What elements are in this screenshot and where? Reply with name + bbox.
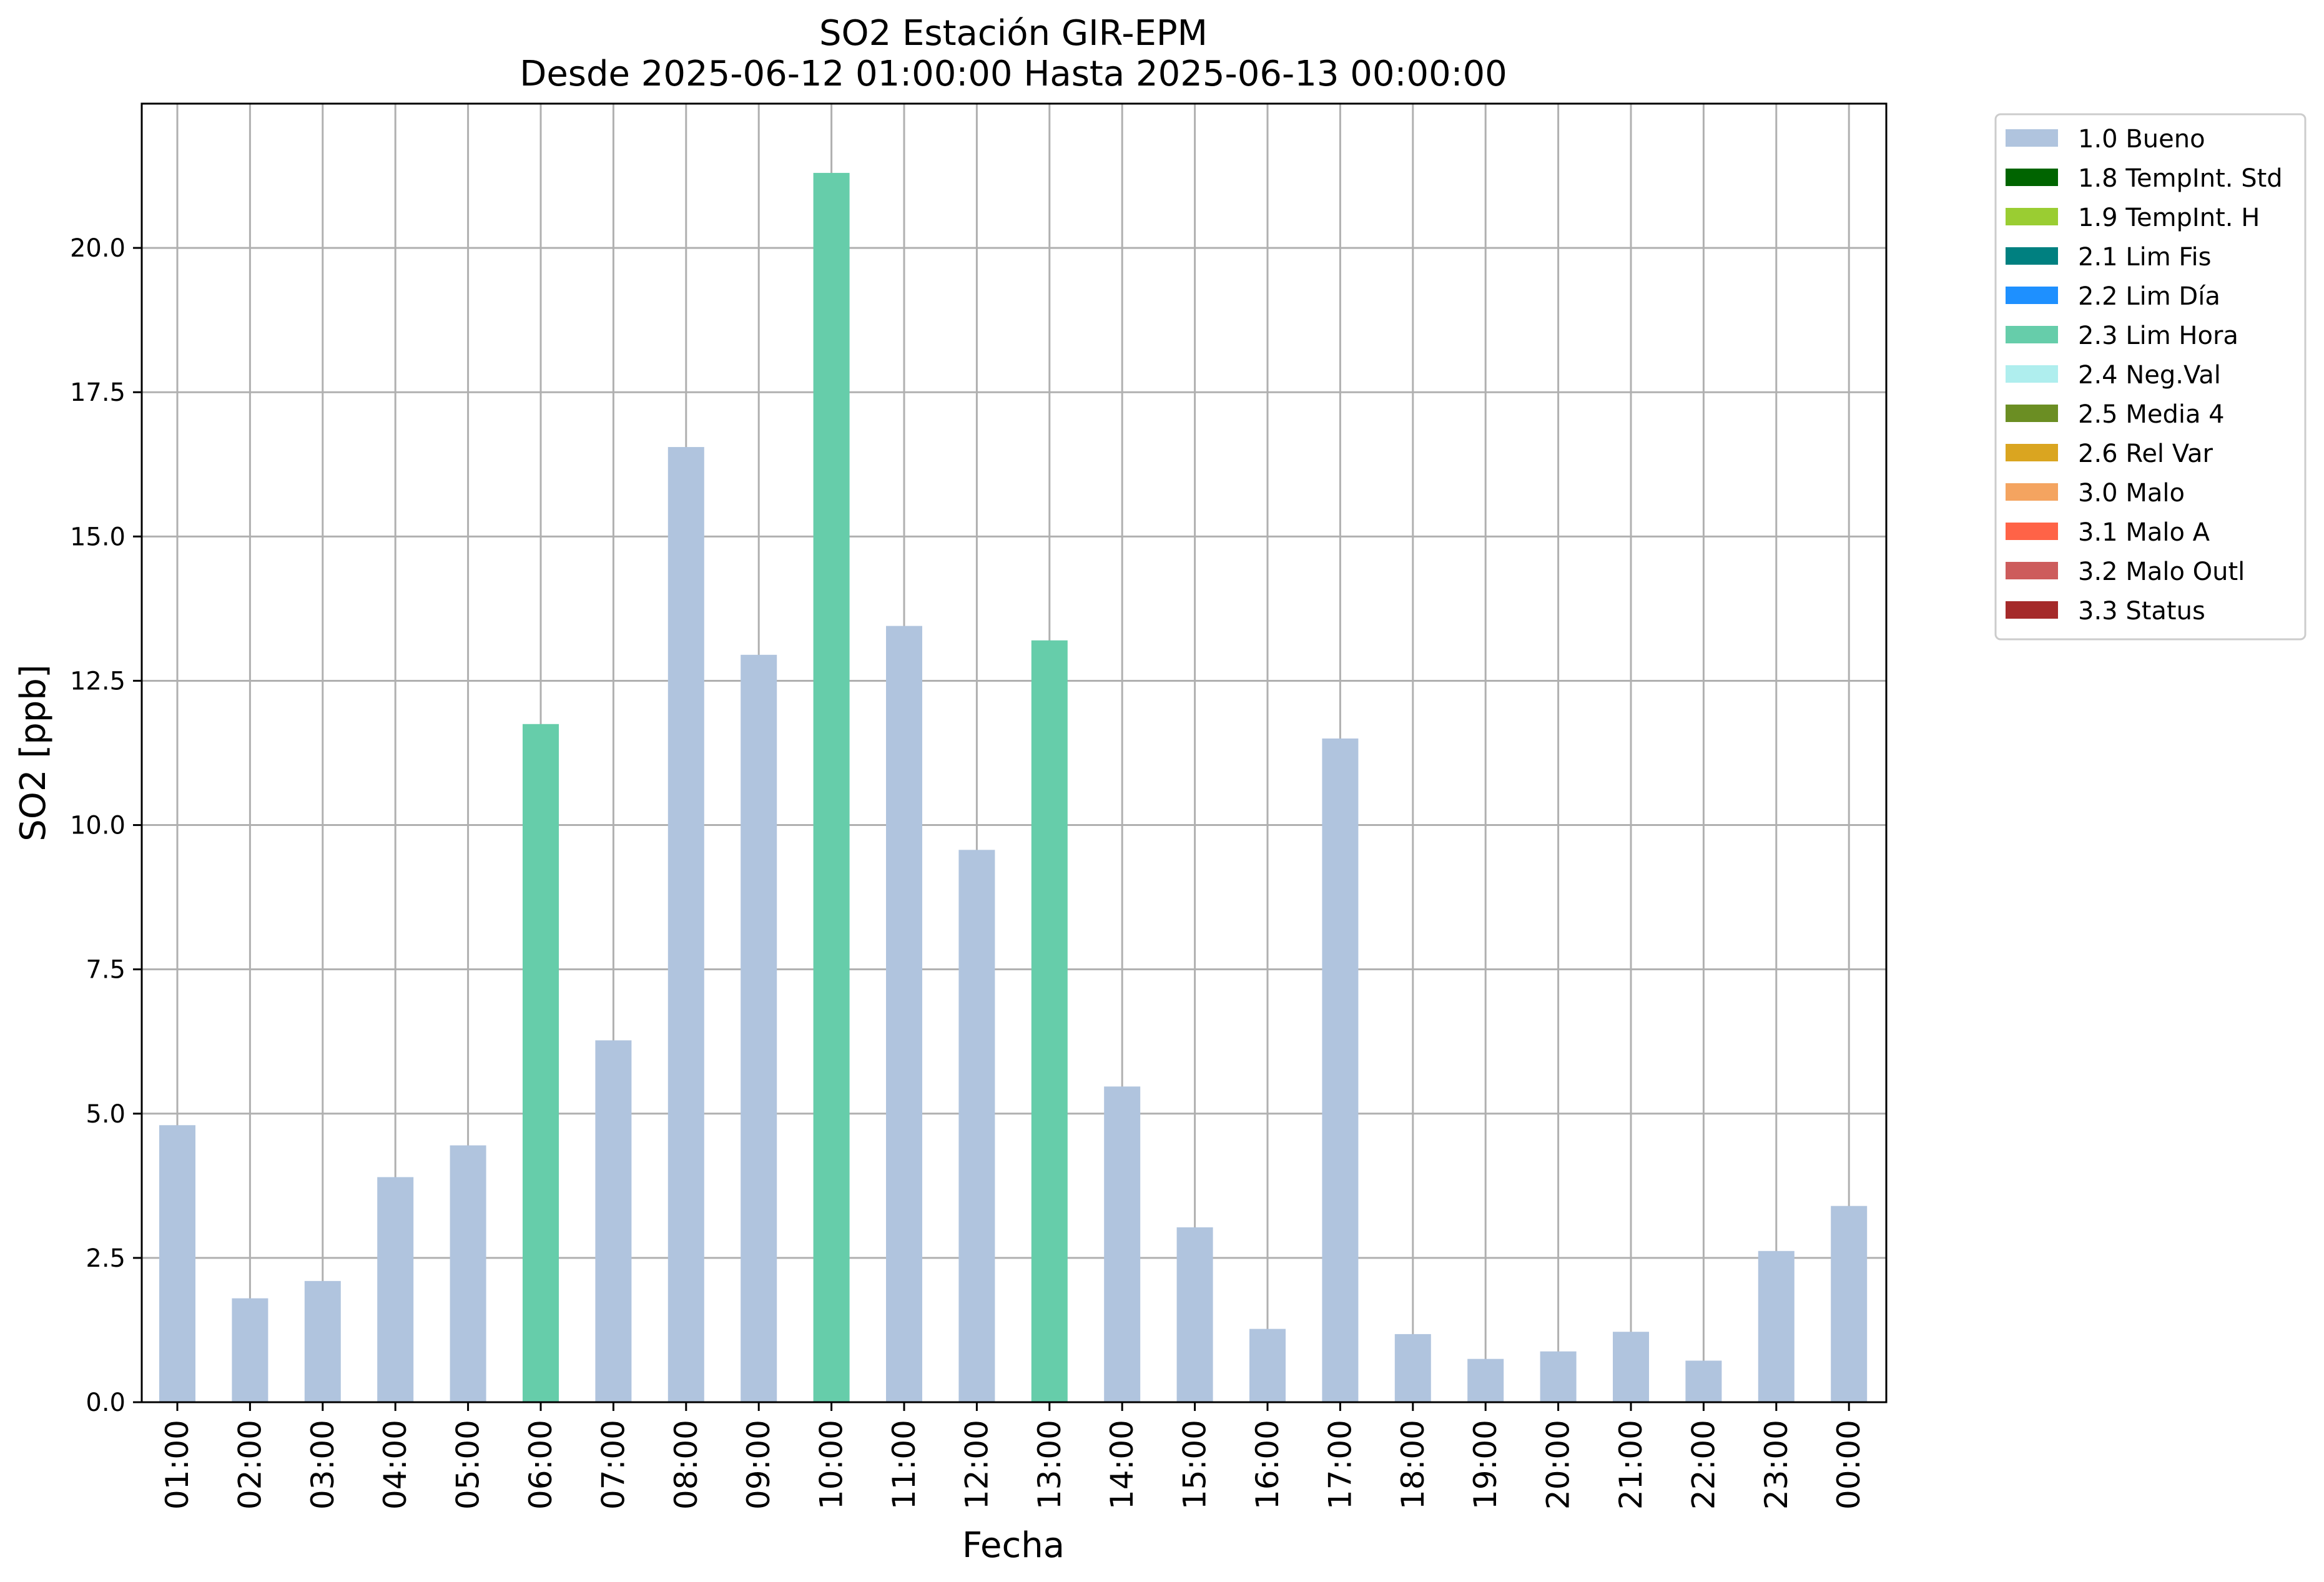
bar — [450, 1145, 486, 1402]
x-tick-label: 11:00 — [886, 1420, 922, 1510]
legend-label: 3.1 Malo A — [2078, 518, 2210, 547]
x-axis-label: Fecha — [962, 1525, 1065, 1566]
legend-label: 2.2 Lim Día — [2078, 282, 2220, 311]
bar — [1249, 1329, 1286, 1402]
bar — [1322, 738, 1359, 1402]
y-axis-label: SO2 [ppb] — [13, 664, 54, 841]
x-tick-label: 16:00 — [1249, 1420, 1286, 1510]
x-tick-label: 09:00 — [741, 1420, 777, 1510]
legend-swatch — [2006, 326, 2058, 343]
y-tick-label: 0.0 — [86, 1388, 126, 1417]
legend-swatch — [2006, 129, 2058, 147]
bar — [304, 1280, 341, 1402]
legend-swatch — [2006, 169, 2058, 186]
legend-label: 2.5 Media 4 — [2078, 400, 2225, 429]
bar — [1394, 1334, 1431, 1402]
y-tick-label: 5.0 — [86, 1100, 126, 1129]
chart-subtitle: Desde 2025-06-12 01:00:00 Hasta 2025-06-… — [519, 54, 1507, 94]
legend-label: 1.8 TempInt. Std — [2078, 164, 2283, 193]
legend-label: 1.9 TempInt. H — [2078, 204, 2260, 232]
x-tick-label: 07:00 — [595, 1420, 631, 1510]
y-tick-label: 12.5 — [70, 667, 126, 695]
x-tick-label: 18:00 — [1395, 1420, 1431, 1510]
x-tick-label: 14:00 — [1104, 1420, 1140, 1510]
x-tick-label: 10:00 — [814, 1420, 850, 1510]
x-tick-label: 21:00 — [1613, 1420, 1649, 1510]
bar — [1540, 1351, 1577, 1402]
x-tick-label: 22:00 — [1685, 1420, 1721, 1510]
legend-label: 2.6 Rel Var — [2078, 440, 2213, 468]
x-tick-label: 06:00 — [523, 1420, 559, 1510]
legend-label: 2.3 Lim Hora — [2078, 322, 2238, 350]
legend-swatch — [2006, 444, 2058, 461]
bar — [886, 626, 922, 1402]
bar — [377, 1177, 414, 1402]
legend-swatch — [2006, 483, 2058, 501]
legend-box — [1994, 113, 2307, 641]
legend: 1.0 Bueno 1.8 TempInt. Std 1.9 TempInt. H 2… — [1994, 113, 2307, 641]
legend-label: 3.0 Malo — [2078, 479, 2185, 508]
bar — [1613, 1332, 1649, 1402]
bar — [1685, 1360, 1722, 1402]
bar — [1104, 1086, 1141, 1402]
legend-swatch — [2006, 601, 2058, 619]
legend-swatch — [2006, 208, 2058, 225]
x-tick-label: 08:00 — [668, 1420, 704, 1510]
legend-swatch — [2006, 365, 2058, 383]
x-tick-label: 15:00 — [1177, 1420, 1213, 1510]
bar — [1176, 1227, 1213, 1402]
x-tick-label: 03:00 — [305, 1420, 341, 1510]
axis-ticks: 0.0 2.5 5.0 7.5 10.0 12.5 15.0 17.5 20.0 01:00 02:… — [70, 234, 1867, 1510]
bar — [1831, 1206, 1868, 1402]
x-tick-label: 00:00 — [1831, 1420, 1867, 1510]
y-tick-label: 10.0 — [70, 812, 126, 840]
y-tick-label: 15.0 — [70, 523, 126, 551]
legend-label: 2.4 Neg.Val — [2078, 361, 2221, 390]
x-tick-label: 19:00 — [1467, 1420, 1504, 1510]
chart-title: SO2 Estación GIR-EPM — [819, 13, 1208, 54]
bars — [159, 172, 1868, 1402]
legend-label: 3.2 Malo Outl — [2078, 558, 2245, 586]
bar — [813, 172, 850, 1402]
x-tick-label: 01:00 — [159, 1420, 195, 1510]
x-tick-label: 13:00 — [1032, 1420, 1068, 1510]
bar — [595, 1040, 632, 1402]
x-tick-label: 17:00 — [1322, 1420, 1358, 1510]
bar — [232, 1298, 268, 1402]
y-tick-label: 2.5 — [86, 1244, 126, 1273]
legend-swatch — [2006, 405, 2058, 422]
plot-frame — [140, 102, 1888, 1403]
bar — [741, 654, 777, 1402]
x-tick-label: 23:00 — [1758, 1420, 1795, 1510]
x-tick-label: 02:00 — [232, 1420, 268, 1510]
y-tick-label: 17.5 — [70, 378, 126, 407]
bar — [1758, 1250, 1795, 1402]
legend-swatch — [2006, 523, 2058, 540]
bar — [667, 447, 704, 1402]
x-tick-label: 20:00 — [1540, 1420, 1577, 1510]
legend-swatch — [2006, 562, 2058, 579]
y-tick-label: 7.5 — [86, 956, 126, 985]
bar — [958, 850, 995, 1402]
bar — [1467, 1358, 1504, 1402]
bar — [1031, 640, 1068, 1402]
y-tick-label: 20.0 — [70, 234, 126, 263]
legend-swatch — [2006, 247, 2058, 265]
legend-label: 3.3 Status — [2078, 597, 2205, 626]
bar — [523, 724, 559, 1402]
x-tick-label: 04:00 — [377, 1420, 413, 1510]
legend-label: 2.1 Lim Fis — [2078, 243, 2211, 272]
legend-swatch — [2006, 287, 2058, 304]
x-tick-label: 05:00 — [450, 1420, 486, 1510]
legend-label: 1.0 Bueno — [2078, 125, 2205, 154]
x-tick-label: 12:00 — [958, 1420, 995, 1510]
bar — [159, 1125, 195, 1402]
